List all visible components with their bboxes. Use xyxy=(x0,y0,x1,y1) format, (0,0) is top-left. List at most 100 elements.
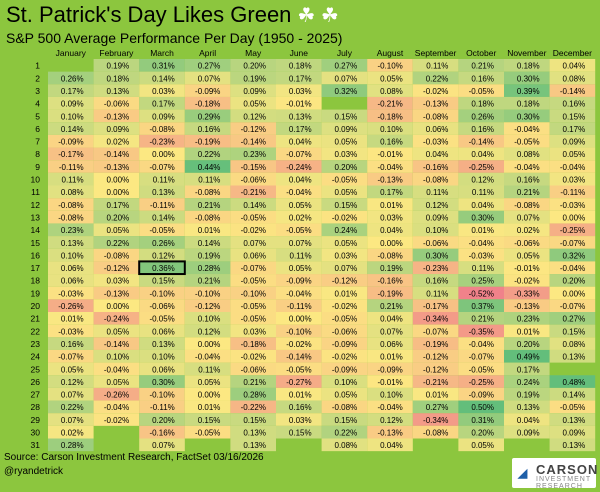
heatmap-cell xyxy=(48,96,94,110)
month-header: May xyxy=(245,48,262,58)
cell-value: 0.12% xyxy=(471,176,494,185)
month-header: December xyxy=(553,48,592,58)
cell-value: -0.05% xyxy=(149,226,174,235)
heatmap-cell xyxy=(93,84,140,97)
cell-value: 0.19% xyxy=(517,391,540,400)
heatmap-cell xyxy=(321,400,368,414)
cell-value: 0.07% xyxy=(335,74,358,83)
cell-value: -0.09% xyxy=(58,138,83,147)
heatmap-cell xyxy=(321,299,368,312)
heatmap-cell xyxy=(321,312,368,325)
cell-value: 0.16% xyxy=(517,176,540,185)
cell-value: 0.03% xyxy=(289,87,312,96)
heatmap-cell xyxy=(184,160,231,173)
heatmap-cell xyxy=(321,375,368,388)
cell-value: 0.09% xyxy=(563,138,586,147)
heatmap-cell xyxy=(276,223,322,237)
cell-value: -0.05% xyxy=(241,315,266,324)
cell-value: 0.27% xyxy=(426,403,449,412)
cell-value: 0.17% xyxy=(61,87,84,96)
heatmap-cell xyxy=(48,387,94,401)
cell-value: 0.05% xyxy=(517,251,540,260)
day-label: 18 xyxy=(31,276,41,286)
cell-value: 0.13% xyxy=(107,87,130,96)
heatmap-cell xyxy=(412,59,459,72)
heatmap-cell xyxy=(139,375,185,388)
cell-value: 0.07% xyxy=(517,213,540,222)
cell-value: -0.06% xyxy=(104,100,129,109)
cell-value: 0.21% xyxy=(380,302,403,311)
heatmap-cell xyxy=(458,413,504,426)
heatmap-cell xyxy=(184,413,231,426)
cell-value: 0.21% xyxy=(243,378,266,387)
cell-value: 0.07% xyxy=(380,327,403,336)
cell-value: -0.08% xyxy=(195,213,220,222)
cell-value: 0.31% xyxy=(471,416,494,425)
heatmap-cell xyxy=(504,387,550,401)
cell-value: 0.11% xyxy=(62,176,84,185)
heatmap-cell xyxy=(549,425,596,439)
heatmap-cell xyxy=(93,324,140,338)
heatmap-cell xyxy=(139,172,185,186)
cell-value: -0.05% xyxy=(469,87,494,96)
heatmap-cell xyxy=(230,172,276,186)
heatmap-cell xyxy=(367,71,413,85)
cell-value: 0.04% xyxy=(517,416,540,425)
heatmap-cell xyxy=(367,198,413,211)
heatmap-cell xyxy=(549,349,596,363)
day-label: 30 xyxy=(31,428,41,438)
heatmap-cell xyxy=(184,362,231,376)
cell-value: 0.39% xyxy=(517,87,540,96)
cell-value: -0.05% xyxy=(560,403,585,412)
heatmap-cell xyxy=(139,84,185,97)
cell-value: -0.17% xyxy=(58,150,83,159)
cell-value: -0.14% xyxy=(286,353,311,362)
heatmap-cell xyxy=(230,349,276,363)
heatmap-cell xyxy=(504,261,550,275)
heatmap-cell xyxy=(322,97,368,110)
cell-value: 0.16% xyxy=(289,403,312,412)
heatmap-cell xyxy=(504,223,550,237)
cell-value: 0.17% xyxy=(289,125,312,134)
heatmap-cell xyxy=(549,312,596,325)
cell-value: 0.07% xyxy=(61,391,84,400)
heatmap-cell xyxy=(321,349,368,363)
cell-value: -0.03% xyxy=(58,327,83,336)
cell-value: -0.08% xyxy=(514,201,539,210)
cell-value: 0.11% xyxy=(426,188,448,197)
cell-value: -0.04% xyxy=(286,289,311,298)
heatmap-cell xyxy=(48,425,94,439)
cell-value: 0.20% xyxy=(152,416,175,425)
heatmap-cell xyxy=(549,387,596,401)
heatmap-cell xyxy=(321,147,368,161)
heatmap-cell xyxy=(184,349,231,363)
heatmap-cell xyxy=(139,122,185,135)
heatmap-cell xyxy=(504,413,550,426)
cell-value: -0.06% xyxy=(241,365,266,374)
cell-value: 0.00% xyxy=(380,239,403,248)
day-label: 25 xyxy=(31,364,41,374)
heatmap-cell xyxy=(184,337,231,350)
cell-value: 0.15% xyxy=(152,277,175,286)
cell-value: 0.09% xyxy=(426,213,449,222)
cell-value: 0.08% xyxy=(61,188,84,197)
cell-value: -0.02% xyxy=(332,353,357,362)
heatmap-cell xyxy=(549,274,596,287)
heatmap-cell xyxy=(321,109,368,123)
heatmap-cell xyxy=(139,413,185,426)
heatmap-cell xyxy=(367,248,413,262)
cell-value: -0.13% xyxy=(423,100,448,109)
cell-value: 0.01% xyxy=(517,327,540,336)
heatmap-cell xyxy=(48,172,94,186)
heatmap-cell xyxy=(93,286,140,300)
cell-value: -0.11% xyxy=(150,403,175,412)
cell-value: 0.11% xyxy=(198,365,220,374)
heatmap-cell xyxy=(276,324,322,338)
heatmap-cell xyxy=(549,84,596,97)
heatmap-cell xyxy=(412,324,459,338)
heatmap-cell xyxy=(276,160,322,173)
cell-value: 0.06% xyxy=(426,125,449,134)
heatmap-cell xyxy=(367,324,413,338)
cell-value: 0.21% xyxy=(471,62,494,71)
